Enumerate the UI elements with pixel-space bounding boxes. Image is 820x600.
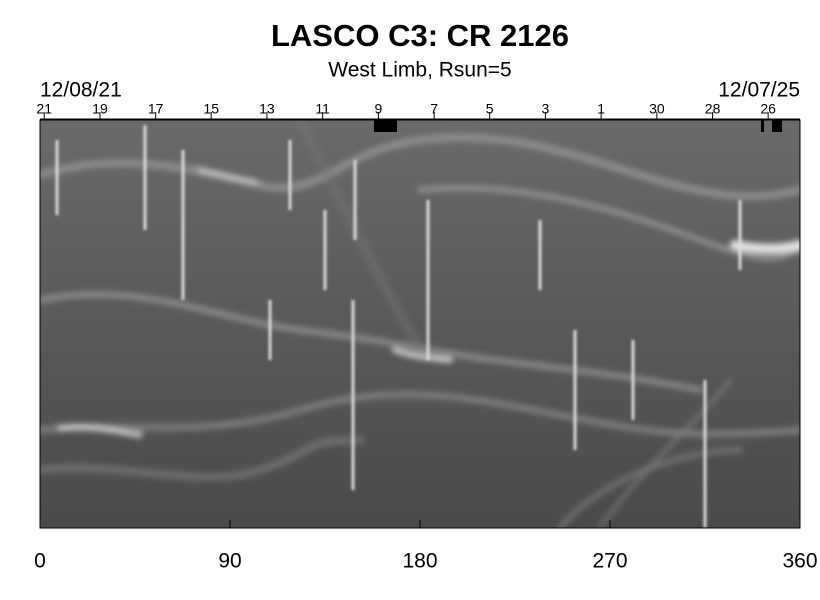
x2-tick-label: 9 [375,101,383,117]
x-tick-label: 0 [34,550,46,573]
x2-tick-label: 11 [315,101,330,117]
x-tick-label: 180 [402,550,437,573]
x2-tick-label: 17 [148,101,164,117]
chart-subtitle: West Limb, Rsun=5 [328,59,511,82]
x2-tick-label: 28 [705,101,721,117]
start-date: 12/08/21 [40,79,122,102]
x2-tick-label: 3 [542,101,550,117]
x-tick-label: 90 [218,550,241,573]
x2-tick-label: 15 [203,101,219,117]
chart-title: LASCO C3: CR 2126 [271,18,569,53]
synoptic-image [40,120,800,528]
x2-tick-label: 1 [597,101,605,117]
x-tick-label: 360 [782,550,817,573]
x-tick-label: 270 [592,550,627,573]
x2-tick-label: 19 [92,101,108,117]
x2-tick-label: 13 [259,101,275,117]
x2-tick-label: 21 [36,101,52,117]
x2-tick-label: 5 [486,101,494,117]
x2-tick-label: 30 [649,101,665,117]
x2-tick-label: 7 [430,101,438,117]
x2-tick-label: 26 [760,101,776,117]
end-date: 12/07/25 [718,79,800,102]
